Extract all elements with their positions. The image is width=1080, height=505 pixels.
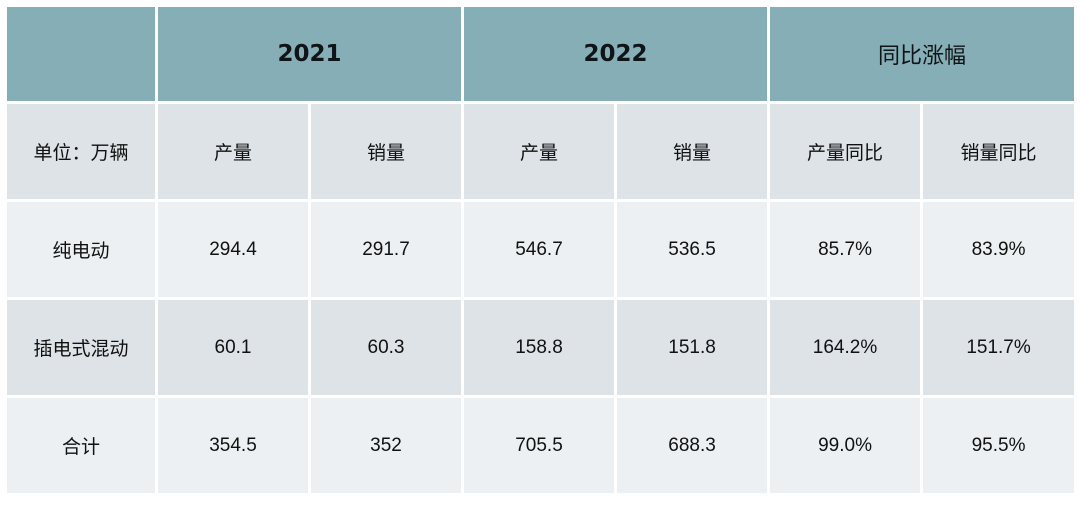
subheader-2021-production: 产量 bbox=[155, 101, 311, 202]
table-cell: 291.7 bbox=[307, 199, 465, 300]
table-cell: 354.5 bbox=[155, 395, 311, 496]
table-cell: 60.1 bbox=[155, 297, 311, 398]
table-subheader-row: 单位：万辆 产量 销量 产量 销量 产量同比 销量同比 bbox=[4, 101, 1078, 202]
subheader-2022-sales: 销量 bbox=[614, 101, 771, 202]
table-cell: 546.7 bbox=[461, 199, 618, 300]
row-label-phev: 插电式混动 bbox=[4, 297, 158, 398]
subheader-sales-yoy: 销量同比 bbox=[920, 101, 1078, 202]
header-yoy-growth: 同比涨幅 bbox=[767, 4, 1078, 104]
table-cell: 85.7% bbox=[767, 199, 924, 300]
data-table-container: 2021 2022 同比涨幅 单位：万辆 产量 销量 产量 销量 产量同比 销量… bbox=[4, 4, 1078, 498]
subheader-production-yoy: 产量同比 bbox=[767, 101, 924, 202]
header-year-2021: 2021 bbox=[154, 4, 465, 104]
row-label-bev: 纯电动 bbox=[4, 199, 158, 300]
table-cell: 536.5 bbox=[614, 199, 771, 300]
table-cell: 158.8 bbox=[461, 297, 618, 398]
table-cell: 705.5 bbox=[461, 395, 618, 496]
table-cell: 60.3 bbox=[307, 297, 465, 398]
table-cell: 151.7% bbox=[920, 297, 1078, 398]
table-cell: 164.2% bbox=[767, 297, 924, 398]
row-label-total: 合计 bbox=[4, 395, 158, 496]
table-cell: 83.9% bbox=[920, 199, 1078, 300]
production-sales-table: 2021 2022 同比涨幅 单位：万辆 产量 销量 产量 销量 产量同比 销量… bbox=[4, 4, 1078, 496]
header-year-2022: 2022 bbox=[461, 4, 771, 104]
table-cell: 99.0% bbox=[767, 395, 924, 496]
subheader-2021-sales: 销量 bbox=[307, 101, 465, 202]
table-row: 合计 354.5 352 705.5 688.3 99.0% 95.5% bbox=[4, 395, 1078, 496]
table-row: 纯电动 294.4 291.7 546.7 536.5 85.7% 83.9% bbox=[4, 199, 1078, 300]
table-row: 插电式混动 60.1 60.3 158.8 151.8 164.2% 151.7… bbox=[4, 297, 1078, 398]
table-cell: 352 bbox=[307, 395, 465, 496]
table-header-row: 2021 2022 同比涨幅 bbox=[4, 4, 1078, 104]
header-corner-cell bbox=[4, 4, 158, 104]
table-cell: 151.8 bbox=[614, 297, 771, 398]
table-cell: 688.3 bbox=[614, 395, 771, 496]
table-cell: 294.4 bbox=[155, 199, 311, 300]
unit-label: 单位：万辆 bbox=[4, 101, 158, 202]
subheader-2022-production: 产量 bbox=[461, 101, 618, 202]
table-cell: 95.5% bbox=[920, 395, 1078, 496]
